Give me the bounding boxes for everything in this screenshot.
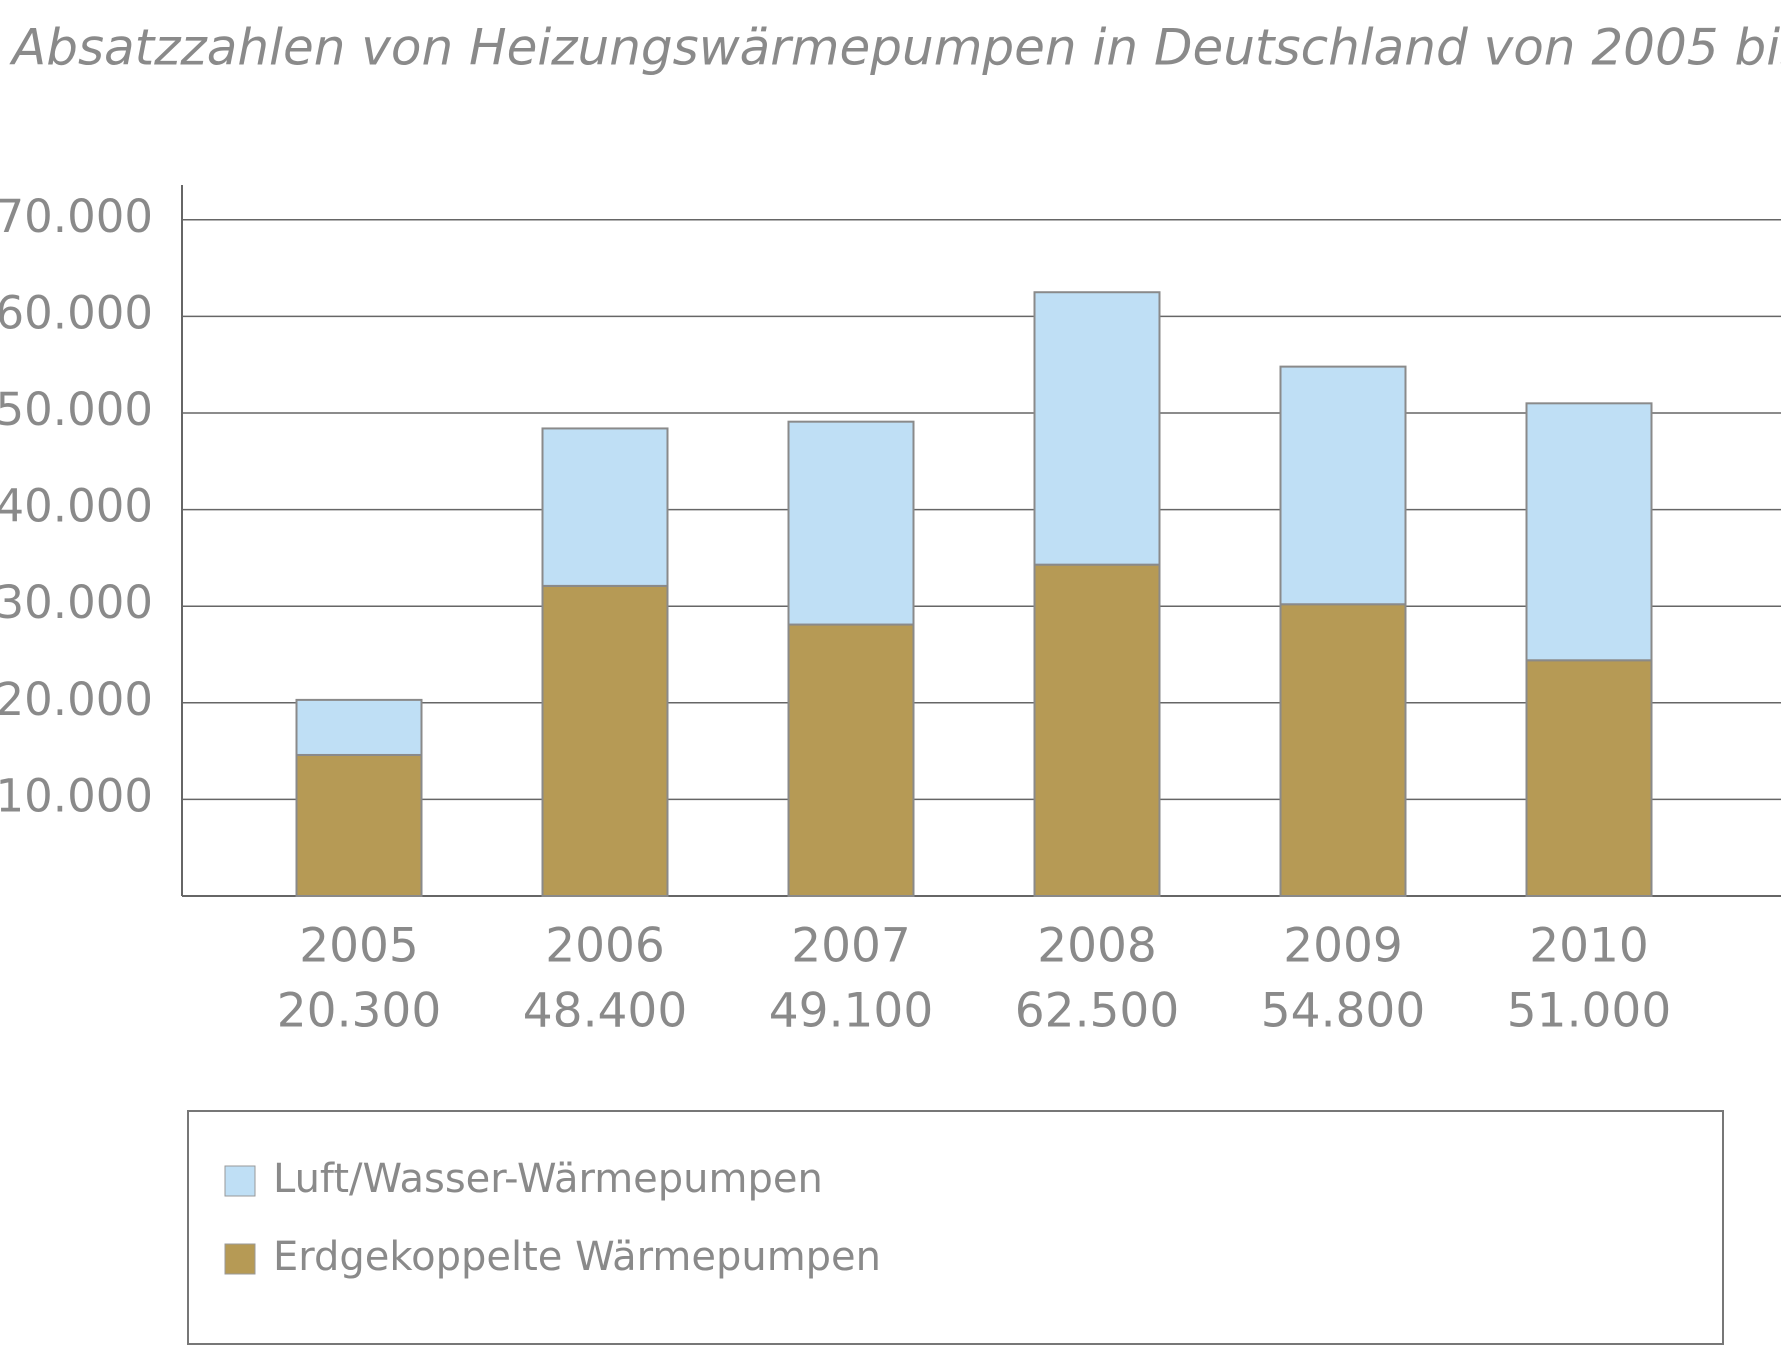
bar-segment [1033,291,1161,566]
legend-box [187,1110,1724,1345]
bar-segment [541,584,669,897]
y-tick-label: 50.000 [0,383,153,436]
x-tick-label: 2006 [545,919,665,974]
total-label: 62.500 [1015,984,1179,1039]
bar-segment [787,420,915,626]
total-label: 48.400 [523,984,687,1039]
x-tick-label: 2007 [791,919,911,974]
chart-title: Absatzzahlen von Heizungswärmepumpen in … [9,19,1781,77]
legend-label: Erdgekoppelte Wärmepumpen [273,1234,881,1280]
x-tick-label: 2008 [1037,919,1157,974]
bar-segment [1525,659,1653,897]
legend-label: Luft/Wasser-Wärmepumpen [273,1156,823,1202]
bar-segment [295,698,423,756]
total-label: 20.300 [277,984,441,1039]
bar-segment [541,427,669,587]
total-label: 51.000 [1507,984,1671,1039]
legend-swatch [224,1243,256,1275]
legend-swatch [224,1165,256,1197]
bar-segment [1279,603,1407,898]
y-tick-label: 40.000 [0,480,153,533]
x-tick-label: 2005 [299,919,419,974]
total-label: 49.100 [769,984,933,1039]
y-tick-label: 60.000 [0,286,153,339]
y-tick-label: 10.000 [0,769,153,822]
total-label: 54.800 [1261,984,1425,1039]
y-tick-label: 30.000 [0,576,153,629]
y-tick-label: 70.000 [0,190,153,243]
y-tick-label: 20.000 [0,673,153,726]
bar-segment [1279,365,1407,606]
x-tick-label: 2010 [1529,919,1649,974]
bar-segment [787,623,915,898]
x-tick-label: 2009 [1283,919,1403,974]
bar-segment [1033,563,1161,897]
bar-segment [295,753,423,897]
bar-segment [1525,402,1653,662]
